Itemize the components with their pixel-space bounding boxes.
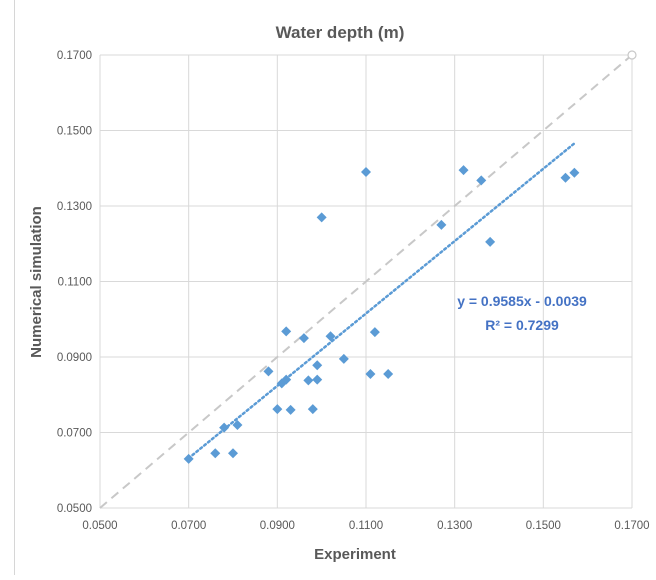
x-tick-label: 0.1500 <box>526 520 561 532</box>
x-tick-label: 0.1700 <box>614 520 649 532</box>
y-tick-label: 0.1700 <box>57 50 92 62</box>
data-point <box>210 448 221 459</box>
data-point <box>476 175 487 186</box>
data-point <box>383 368 394 379</box>
x-tick-label: 0.1100 <box>349 520 383 532</box>
data-point <box>312 374 323 385</box>
y-tick-label: 0.1300 <box>57 201 92 213</box>
data-point <box>232 419 243 430</box>
data-point <box>436 219 447 230</box>
data-point <box>569 167 580 178</box>
data-point <box>272 404 283 415</box>
data-point <box>307 404 318 415</box>
data-point <box>365 368 376 379</box>
y-tick-label: 0.0700 <box>57 428 92 440</box>
r-squared-label: R² = 0.7299 <box>485 317 559 333</box>
data-point <box>325 331 336 342</box>
reference-line-group <box>99 50 637 509</box>
data-point <box>560 172 571 183</box>
x-tick-label: 0.0500 <box>82 520 117 532</box>
gridlines <box>99 54 633 509</box>
data-point <box>219 422 230 433</box>
data-point <box>298 333 309 344</box>
y-axis-title: Numerical simulation <box>28 206 45 358</box>
data-point <box>228 448 238 459</box>
y-tick-label: 0.1500 <box>57 126 92 138</box>
x-axis-title: Experiment <box>314 546 396 563</box>
data-point <box>316 212 327 223</box>
data-point <box>281 326 292 337</box>
y-tick-labels: 0.0500 0.0700 0.0900 0.1100 0.1300 0.1500 0.17… <box>57 50 92 515</box>
data-point <box>485 236 496 247</box>
reference-line <box>99 54 633 509</box>
data-point <box>338 353 349 364</box>
data-point <box>281 374 292 385</box>
chart-title: Water depth (m) <box>276 23 405 42</box>
x-tick-labels: 0.0500 0.0700 0.0900 0.1100 0.1300 0.1500 0.17… <box>82 520 649 532</box>
y-tick-label: 0.0900 <box>57 352 92 364</box>
y-tick-label: 0.0500 <box>57 503 92 515</box>
trendline <box>187 142 576 460</box>
left-border <box>14 0 15 575</box>
trendline-equation: y = 0.9585x - 0.0039 <box>457 293 587 309</box>
data-point <box>312 360 323 371</box>
x-tick-label: 0.0700 <box>171 520 206 532</box>
data-point <box>285 404 296 415</box>
data-point <box>361 167 371 178</box>
data-point <box>183 453 194 464</box>
data-points <box>183 165 580 464</box>
trendline-group <box>187 142 576 460</box>
data-point <box>369 327 380 338</box>
reference-line-end-marker <box>627 50 637 60</box>
y-tick-label: 0.1100 <box>58 277 92 289</box>
data-point <box>263 366 274 377</box>
x-tick-label: 0.0900 <box>260 520 295 532</box>
data-point <box>458 165 469 176</box>
x-tick-label: 0.1300 <box>437 520 472 532</box>
data-point <box>303 375 314 386</box>
